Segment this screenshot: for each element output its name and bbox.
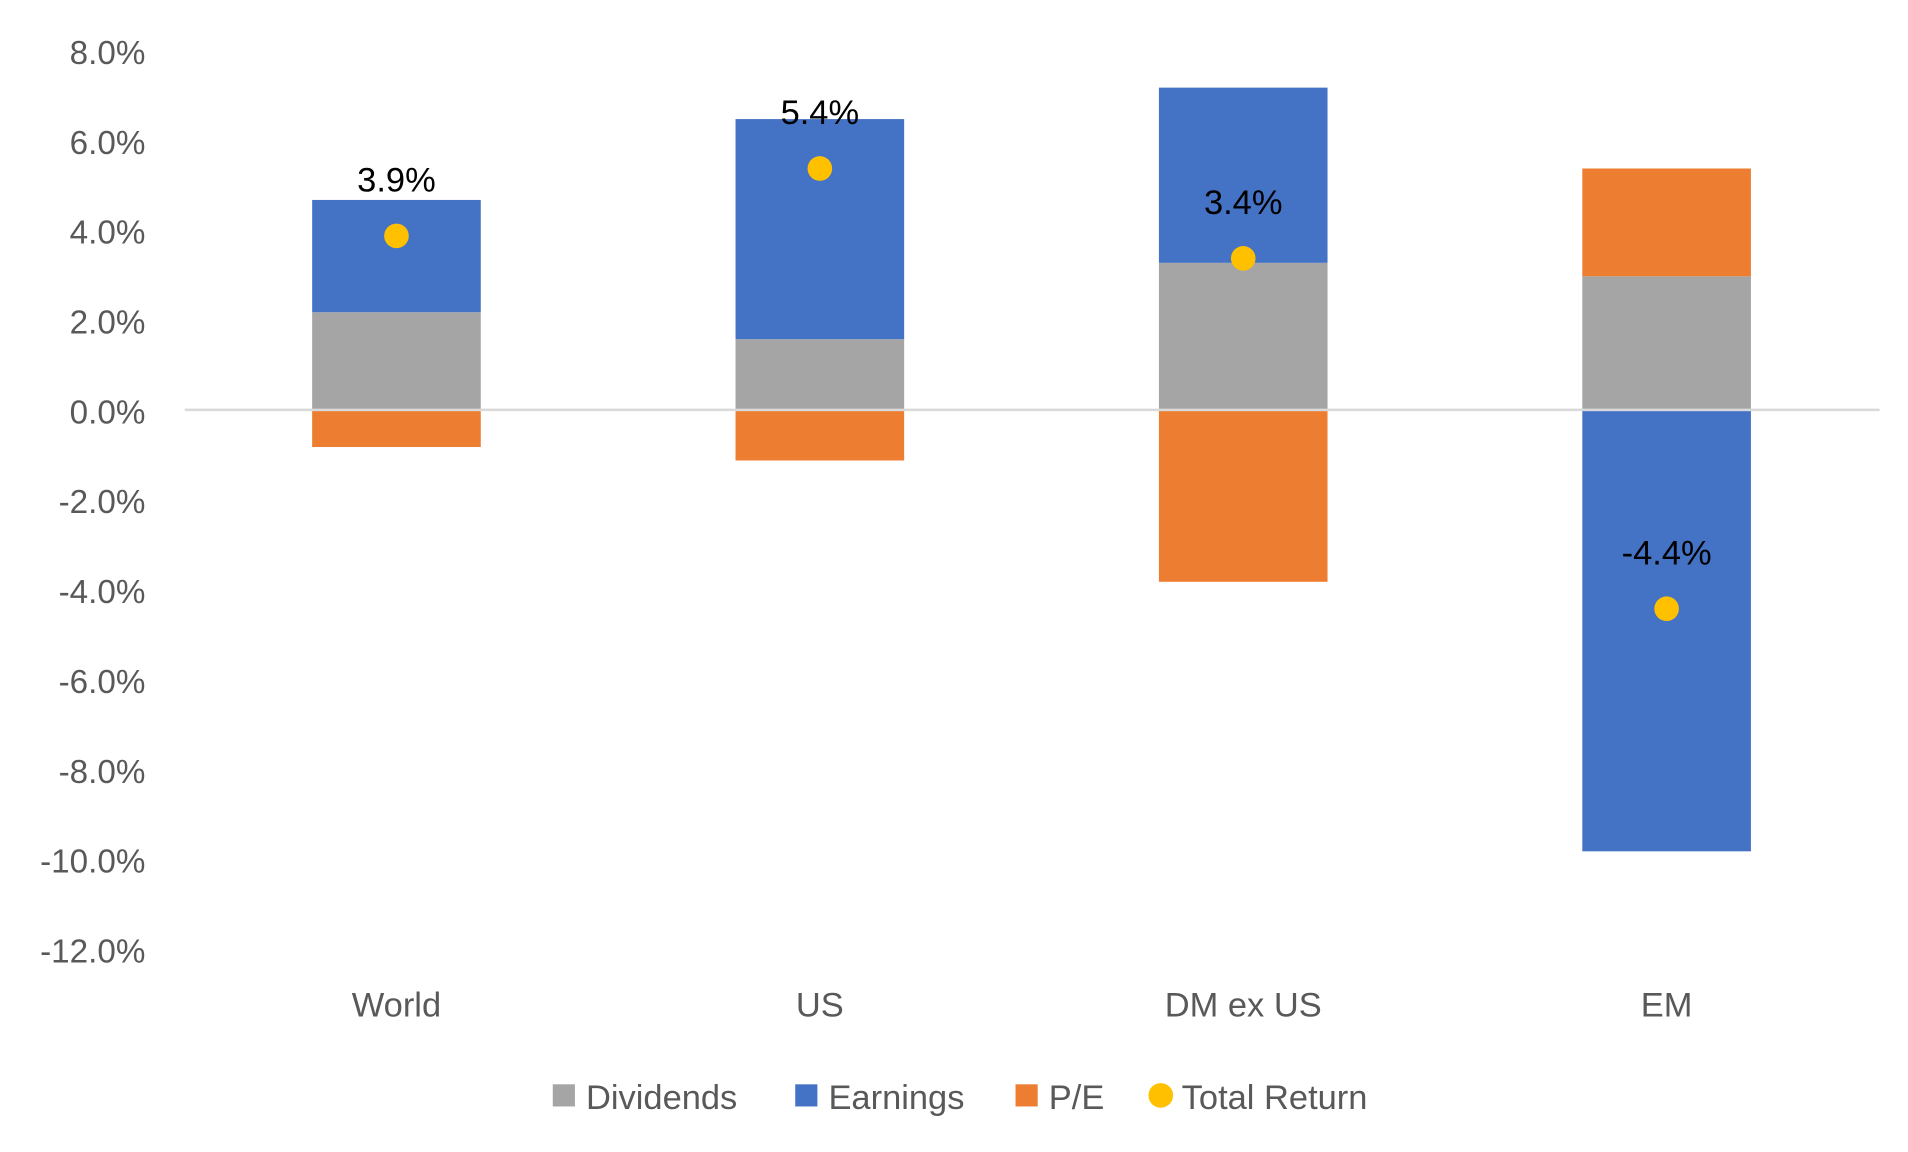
bar-earnings-em [1582,411,1751,852]
y-tick-label: 6.0% [70,125,146,162]
y-tick-label: -12.0% [40,933,145,970]
data-label: 3.9% [357,162,436,200]
y-tick-label: -4.0% [59,574,146,611]
x-category-label: US [796,987,844,1025]
bar-pe-world [312,411,481,448]
legend-swatch-dividends [552,1084,575,1107]
legend-swatch-total-return [1148,1083,1174,1108]
y-tick-label: 8.0% [70,35,146,72]
data-label: 3.4% [1204,184,1283,222]
legend-label: P/E [1049,1079,1105,1117]
y-tick-label: 2.0% [70,305,146,342]
bar-earnings-dm-ex-us [1158,87,1328,263]
total-return-points: 3.9% 5.4% 3.4% -4.4% [357,94,1712,622]
y-tick-label: -10.0% [40,844,145,881]
data-label: 5.4% [781,94,860,132]
bar-dividends-dm-ex-us [1158,262,1328,412]
legend-swatch-pe [1015,1084,1038,1107]
x-axis: World US DM ex US EM [352,987,1693,1025]
bar-pe-us [735,411,905,461]
bar-dividends-em [1582,276,1751,412]
bar-pe-em [1582,168,1751,277]
legend-label: Dividends [586,1079,737,1117]
x-category-label: EM [1641,987,1693,1025]
bar-pe-dm-ex-us [1158,411,1328,582]
y-tick-label: -6.0% [59,664,146,701]
bar-dividends-world [312,312,481,412]
legend: Dividends Earnings P/E Total Return [552,1079,1368,1117]
total-return-point [807,156,833,181]
legend-label: Earnings [828,1079,964,1117]
total-return-point [1230,246,1256,271]
total-return-point [1654,596,1679,622]
data-label: -4.4% [1622,534,1712,572]
bar-dividends-us [735,339,905,412]
y-tick-label: -8.0% [59,754,146,791]
x-category-label: DM ex US [1165,987,1322,1025]
legend-label: Total Return [1182,1079,1368,1117]
y-tick-label: 4.0% [70,215,146,252]
x-category-label: World [352,987,441,1025]
bar-earnings-world [312,199,481,313]
bars [312,87,1751,852]
y-axis: 8.0% 6.0% 4.0% 2.0% 0.0% -2.0% -4.0% -6.0% -8.0%… [40,35,145,970]
y-tick-label: 0.0% [70,394,146,431]
y-tick-label: -2.0% [59,484,146,521]
total-return-point [384,223,409,249]
legend-swatch-earnings [795,1084,818,1107]
bar-earnings-us [735,119,905,340]
